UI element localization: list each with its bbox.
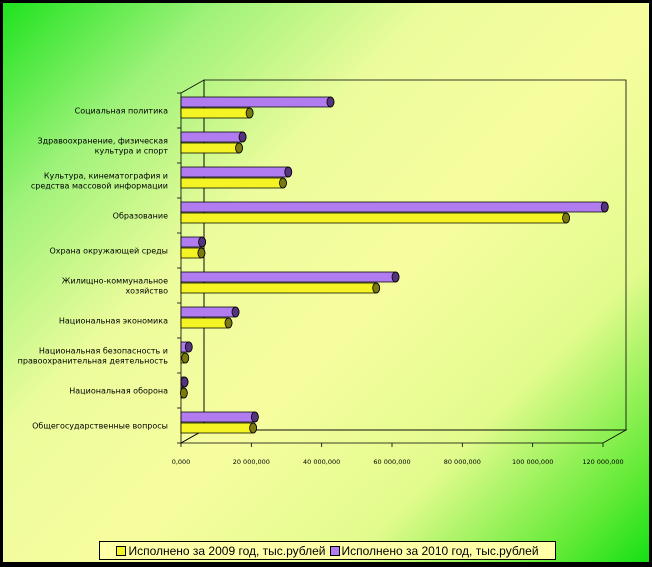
bar-2010 xyxy=(180,411,259,423)
bar-body xyxy=(180,131,247,143)
bar-end xyxy=(372,282,381,294)
category-label: Здравоохранение, физическая культура и сп… xyxy=(37,137,168,156)
bar-body xyxy=(180,96,335,108)
back-wall xyxy=(203,79,627,431)
bar-end xyxy=(181,352,190,364)
category-label-line: Культура, кинематография и xyxy=(44,172,168,181)
bar-end xyxy=(179,387,188,399)
bar-2010 xyxy=(180,96,335,108)
x-tick-label: 100 000,000 xyxy=(512,458,553,466)
category-label-line: Национальная экономика xyxy=(59,317,168,326)
bar-2009 xyxy=(180,422,257,434)
category-label: Национальная экономика xyxy=(59,317,168,326)
bar-end xyxy=(391,271,400,283)
x-tick-label: 80 000,000 xyxy=(444,458,481,466)
x-tick-label: 60 000,000 xyxy=(373,458,410,466)
bar-body xyxy=(180,411,259,423)
category-label-line: правоохранительная деятельность xyxy=(18,357,169,366)
bar-2009 xyxy=(180,142,243,154)
category-label: Образование xyxy=(113,212,168,221)
category-label-line: Общегосударственные вопросы xyxy=(32,422,168,431)
bar-2009 xyxy=(179,387,188,399)
bar-2010 xyxy=(180,201,609,213)
category-labels: Общегосударственные вопросы Национальная … xyxy=(18,92,181,444)
category-label: Общегосударственные вопросы xyxy=(32,422,168,431)
bar-end xyxy=(184,341,193,353)
bar-2009 xyxy=(180,177,287,189)
category-label-line: культура и спорт xyxy=(95,147,169,156)
category-label-line: средства массовой информации xyxy=(31,182,168,191)
legend-label-2010: Исполнено за 2010 год, тыс.рублей xyxy=(341,543,539,558)
bar-body xyxy=(180,166,293,178)
category-label-line: Национальная оборона xyxy=(69,387,168,396)
legend-item-2010: Исполнено за 2010 год, тыс.рублей xyxy=(329,543,539,558)
plot-walls xyxy=(179,79,628,444)
category-label-line: Охрана окружающей среды xyxy=(49,247,168,256)
legend-label-2009: Исполнено за 2009 год, тыс.рублей xyxy=(128,543,326,558)
bar-body xyxy=(180,142,243,154)
category-label-line: Здравоохранение, физическая xyxy=(37,137,168,146)
bar-2009 xyxy=(180,247,206,259)
bar-body xyxy=(180,212,570,224)
bar-body xyxy=(180,201,609,213)
bar-body xyxy=(180,282,381,294)
bar-end xyxy=(249,422,257,434)
bar-end xyxy=(231,306,240,318)
bar-body xyxy=(180,107,254,119)
bar-end xyxy=(284,166,293,178)
bar-2010 xyxy=(180,271,400,283)
x-axis-ticks: 0,000 20 000,000 40 000,000 60 000,000 80 00… xyxy=(172,443,624,466)
bar-2009 xyxy=(180,352,190,364)
bar-2010 xyxy=(180,306,240,318)
bar-2009 xyxy=(180,212,570,224)
category-label-line: Национальная безопасность и xyxy=(39,347,168,356)
bar-end xyxy=(238,131,247,143)
legend-swatch-2009 xyxy=(116,545,127,556)
x-tick-label: 120 000,000 xyxy=(582,458,623,466)
category-label: Охрана окружающей среды xyxy=(49,247,168,256)
bar-end xyxy=(235,142,243,154)
category-label-line: Социальная политика xyxy=(75,107,168,116)
bar-body xyxy=(180,177,287,189)
x-tick-label: 40 000,000 xyxy=(303,458,340,466)
bar-end xyxy=(245,107,254,119)
category-label: Национальная безопасность и правоохраните… xyxy=(18,347,169,366)
bar-body xyxy=(180,422,257,434)
bar-end xyxy=(224,317,233,329)
category-label: Социальная политика xyxy=(75,107,168,116)
category-label-line: Жилищно-коммунальное xyxy=(62,277,168,286)
x-tick-label: 20 000,000 xyxy=(233,458,270,466)
bars xyxy=(179,96,609,434)
bar-body xyxy=(180,271,400,283)
category-label: Жилищно-коммунальное хозяйство xyxy=(62,277,168,296)
category-label: Культура, кинематография и средства массо… xyxy=(31,172,168,191)
bar-2010 xyxy=(180,131,247,143)
bar-end xyxy=(180,376,189,388)
bar-end xyxy=(198,236,207,248)
bar-2009 xyxy=(180,282,381,294)
x-tick-label: 0,000 xyxy=(172,458,191,466)
bar-end xyxy=(250,411,259,423)
category-label-line: Образование xyxy=(113,212,168,221)
category-label-line: хозяйство xyxy=(125,287,168,296)
bar-2010 xyxy=(180,341,193,353)
bar-end xyxy=(326,96,335,108)
bar-2010 xyxy=(180,376,189,388)
bar-2010 xyxy=(180,236,207,248)
bar-2009 xyxy=(180,317,233,329)
bar-end xyxy=(197,247,206,259)
chart-canvas: 0,000 20 000,000 40 000,000 60 000,000 80 00… xyxy=(18,79,628,466)
bar-2009 xyxy=(180,107,254,119)
bar-end xyxy=(600,201,609,213)
legend: Исполнено за 2009 год, тыс.рублей Исполн… xyxy=(99,541,556,560)
legend-swatch-2010 xyxy=(329,545,340,556)
bar-end xyxy=(279,177,287,189)
bar-body xyxy=(180,317,233,329)
chart-frame: 0,000 20 000,000 40 000,000 60 000,000 80 00… xyxy=(3,3,649,562)
bar-2010 xyxy=(180,166,293,178)
category-label: Национальная оборона xyxy=(69,387,168,396)
legend-item-2009: Исполнено за 2009 год, тыс.рублей xyxy=(116,543,326,558)
bar-body xyxy=(180,306,240,318)
bar-end xyxy=(562,212,570,224)
